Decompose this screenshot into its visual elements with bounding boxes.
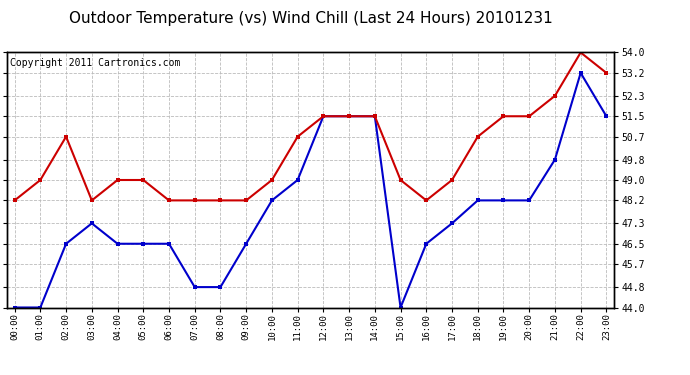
- Text: Outdoor Temperature (vs) Wind Chill (Last 24 Hours) 20101231: Outdoor Temperature (vs) Wind Chill (Las…: [68, 11, 553, 26]
- Text: Copyright 2011 Cartronics.com: Copyright 2011 Cartronics.com: [10, 58, 180, 68]
